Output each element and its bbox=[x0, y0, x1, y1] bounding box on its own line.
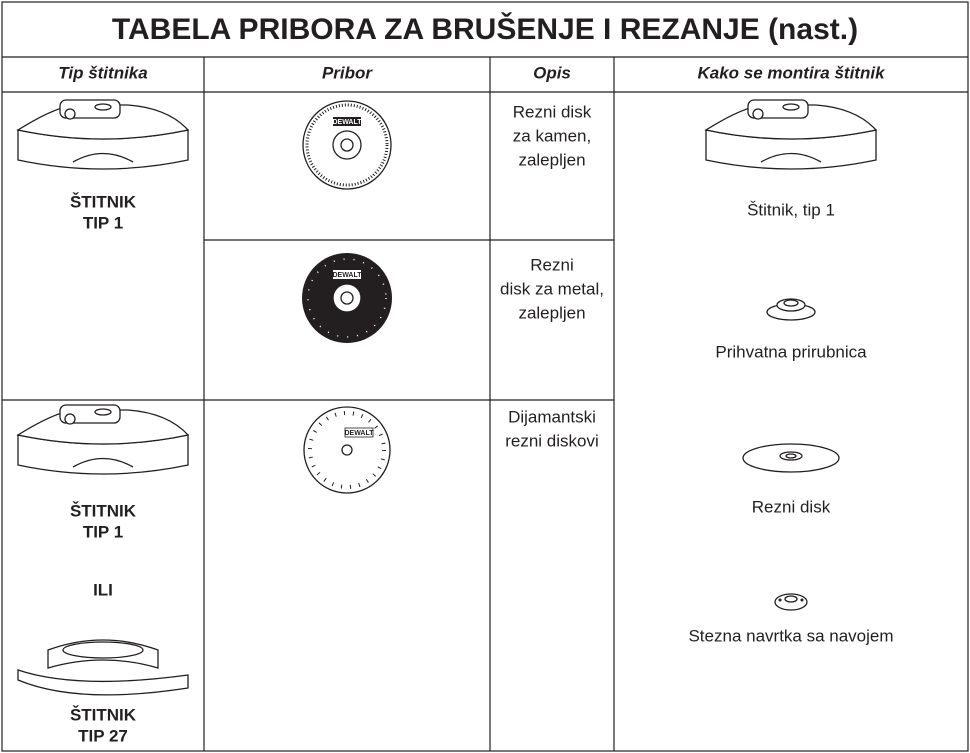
guard-illustration bbox=[17, 99, 189, 170]
title: TABELA PRIBORA ZA BRUŠENJE I REZANJE (na… bbox=[112, 12, 858, 46]
guard-label: ŠTITNIK bbox=[70, 705, 137, 724]
mounting-label: Štitnik, tip 1 bbox=[747, 200, 835, 219]
guard-label: ILI bbox=[93, 580, 113, 599]
guard-illustration bbox=[705, 99, 877, 170]
description: Rezni bbox=[530, 255, 573, 274]
brand: DEWALT bbox=[332, 119, 362, 126]
diamond-disc: DEWALT bbox=[303, 406, 391, 494]
flange bbox=[766, 298, 816, 321]
description: zalepljen bbox=[518, 303, 585, 322]
metal-disc: DEWALT bbox=[302, 253, 392, 343]
guard-illustration bbox=[17, 404, 189, 475]
header: Kako se montira štitnik bbox=[697, 63, 886, 82]
stone-disc: DEWALT bbox=[302, 100, 392, 190]
guard-label: ŠTITNIK bbox=[70, 192, 137, 211]
nut bbox=[774, 593, 808, 611]
mounting-label: Prihvatna prirubnica bbox=[715, 342, 867, 361]
description: disk za metal, bbox=[500, 279, 604, 298]
header: Tip štitnika bbox=[58, 63, 147, 82]
header: Opis bbox=[533, 63, 571, 82]
description: zalepljen bbox=[518, 150, 585, 169]
brand: DEWALT bbox=[344, 430, 374, 437]
guard-label: ŠTITNIK bbox=[70, 501, 137, 520]
grid bbox=[2, 56, 968, 751]
guard-label: TIP 27 bbox=[78, 726, 128, 745]
description: Rezni disk bbox=[513, 102, 592, 121]
guard-label: TIP 1 bbox=[83, 522, 123, 541]
guard-illustration bbox=[17, 639, 189, 696]
cutting-disc bbox=[742, 443, 840, 473]
description: za kamen, bbox=[513, 126, 591, 145]
guard-label: TIP 1 bbox=[83, 213, 123, 232]
description: Dijamantski bbox=[508, 407, 596, 426]
brand: DEWALT bbox=[332, 272, 362, 279]
mounting-label: Rezni disk bbox=[752, 497, 831, 516]
mounting-label: Stezna navrtka sa navojem bbox=[688, 626, 893, 645]
header: Pribor bbox=[322, 63, 373, 82]
description: rezni diskovi bbox=[505, 431, 599, 450]
